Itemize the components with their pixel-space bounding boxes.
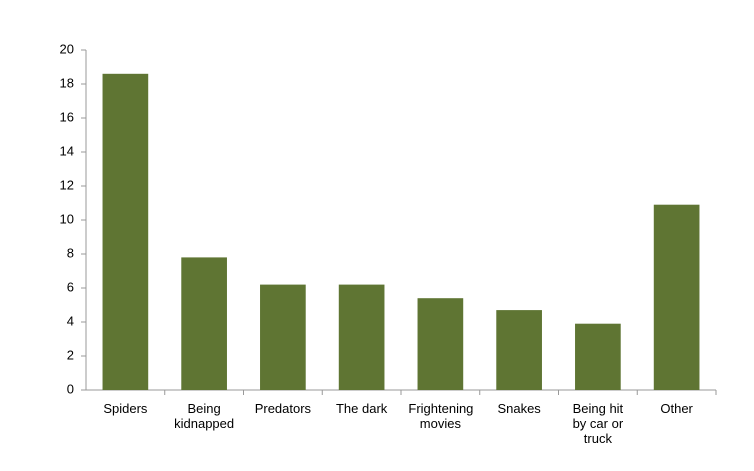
bar	[575, 323, 621, 390]
y-tick-label: 12	[60, 177, 74, 192]
x-tick-label: Snakes	[497, 401, 541, 416]
y-tick-label: 14	[60, 143, 74, 158]
y-tick-label: 6	[67, 279, 74, 294]
bar	[102, 73, 149, 391]
x-tick-label: Being kidnapped	[174, 401, 235, 431]
y-tick-label: 20	[60, 41, 74, 56]
bar	[653, 204, 700, 390]
bar	[181, 257, 227, 390]
x-tick-label: Predators	[254, 401, 312, 416]
y-tick-label: 2	[67, 347, 74, 362]
y-tick-label: 18	[60, 75, 74, 90]
x-tick-label: Frightening movies	[408, 401, 474, 431]
bar	[417, 298, 464, 390]
x-tick-label: Other	[660, 401, 693, 416]
x-tick-label: Spiders	[103, 401, 148, 416]
y-tick-label: 16	[60, 109, 74, 124]
y-tick-label: 4	[67, 313, 74, 328]
bar	[260, 284, 306, 390]
x-tick-label: Being hit by car or truck	[572, 401, 624, 446]
bar	[338, 284, 385, 390]
bar	[496, 310, 542, 390]
y-tick-label: 0	[67, 381, 74, 396]
x-tick-label: The dark	[335, 401, 388, 416]
y-tick-label: 8	[67, 245, 74, 260]
y-tick-label: 10	[60, 211, 74, 226]
